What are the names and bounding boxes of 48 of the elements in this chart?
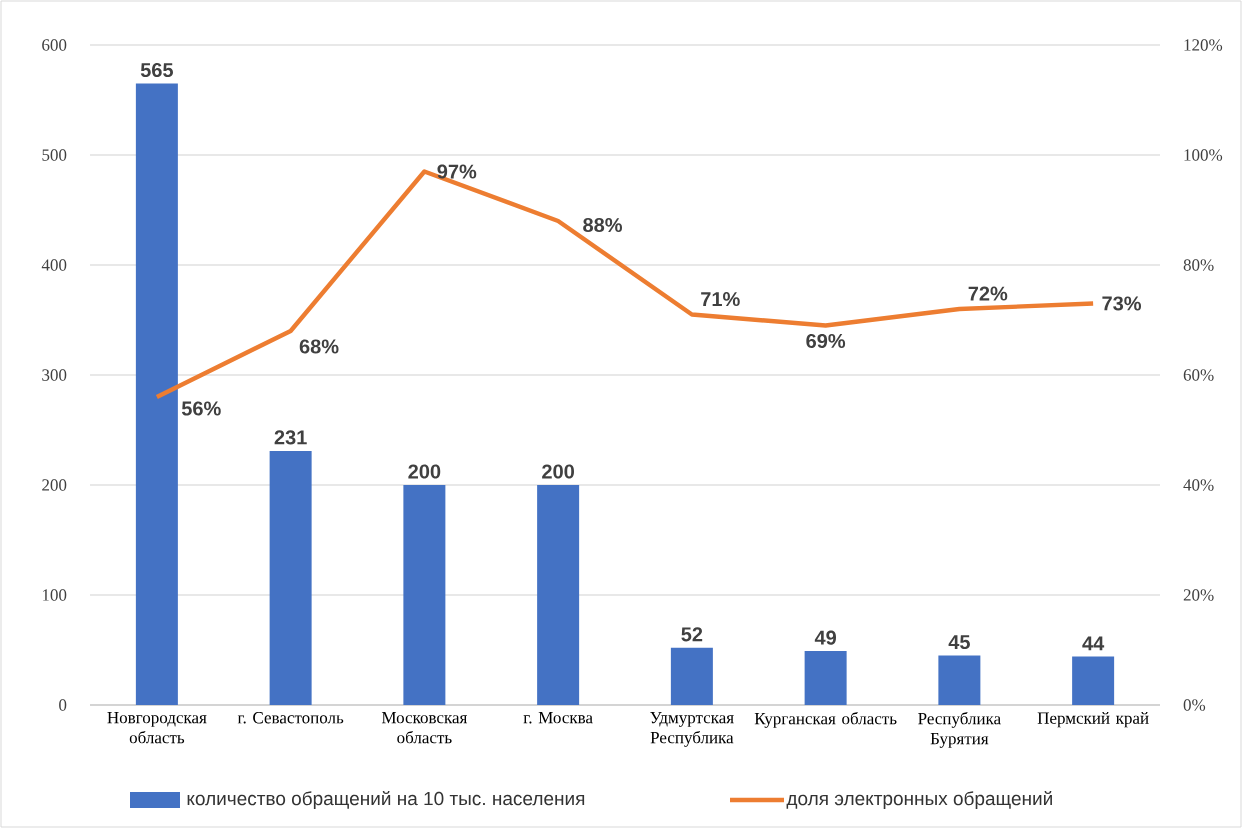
bar bbox=[938, 655, 981, 705]
bar bbox=[670, 647, 713, 705]
x-tick-label: г. Москва bbox=[523, 712, 593, 724]
bar bbox=[804, 651, 847, 705]
data-label: 44 bbox=[1082, 636, 1105, 651]
data-label: 200 bbox=[408, 464, 441, 479]
legend-label: доля электронных обращений bbox=[786, 790, 1052, 810]
data-label: 565 bbox=[140, 62, 173, 78]
data-label: 68% bbox=[299, 339, 339, 354]
x-tick-label: г. Севастополь bbox=[237, 712, 344, 724]
y2-tick-label: 120% bbox=[1184, 39, 1223, 51]
data-label: 52 bbox=[681, 627, 703, 642]
x-tick-label: Удмуртская Республика bbox=[650, 712, 734, 747]
y-tick-label: 0 bbox=[59, 699, 67, 711]
bar bbox=[537, 485, 580, 705]
y2-tick-label: 60% bbox=[1183, 369, 1214, 381]
y2-tick-label: 80% bbox=[1183, 259, 1214, 271]
bar bbox=[135, 83, 178, 705]
data-label: 71% bbox=[701, 292, 740, 307]
y-tick-label: 600 bbox=[42, 39, 67, 51]
x-tick-label: Пермский край bbox=[1037, 712, 1149, 728]
y-tick-label: 500 bbox=[42, 149, 67, 161]
data-label: 72% bbox=[968, 286, 1008, 301]
y2-tick-label: 100% bbox=[1184, 149, 1223, 161]
y2-tick-label: 40% bbox=[1183, 479, 1214, 491]
legend-label: количество обращений на 10 тыс. населения bbox=[187, 790, 585, 810]
y-tick-label: 400 bbox=[41, 259, 67, 271]
data-label: 49 bbox=[814, 630, 836, 645]
data-label: 45 bbox=[948, 635, 970, 650]
data-label: 56% bbox=[181, 401, 221, 416]
data-label: 69% bbox=[806, 333, 846, 349]
bar bbox=[269, 450, 312, 705]
bar bbox=[1072, 656, 1115, 705]
x-tick-label: Новгородская область bbox=[107, 712, 207, 744]
data-label: 88% bbox=[583, 217, 623, 233]
data-label: 200 bbox=[542, 464, 574, 479]
x-tick-label: Московская область bbox=[381, 712, 468, 744]
y-tick-label: 200 bbox=[42, 479, 67, 491]
x-tick-label: Республика Бурятия bbox=[918, 712, 1001, 748]
y-tick-label: 300 bbox=[42, 369, 67, 381]
y2-tick-label: 20% bbox=[1183, 589, 1214, 601]
y2-tick-label: 0% bbox=[1183, 699, 1206, 711]
bar bbox=[403, 485, 446, 705]
y-tick-label: 100 bbox=[42, 589, 67, 601]
data-label: 97% bbox=[437, 164, 477, 179]
x-tick-label: Курганская область bbox=[754, 712, 897, 728]
data-label: 73% bbox=[1102, 296, 1142, 311]
data-label: 231 bbox=[274, 430, 307, 445]
